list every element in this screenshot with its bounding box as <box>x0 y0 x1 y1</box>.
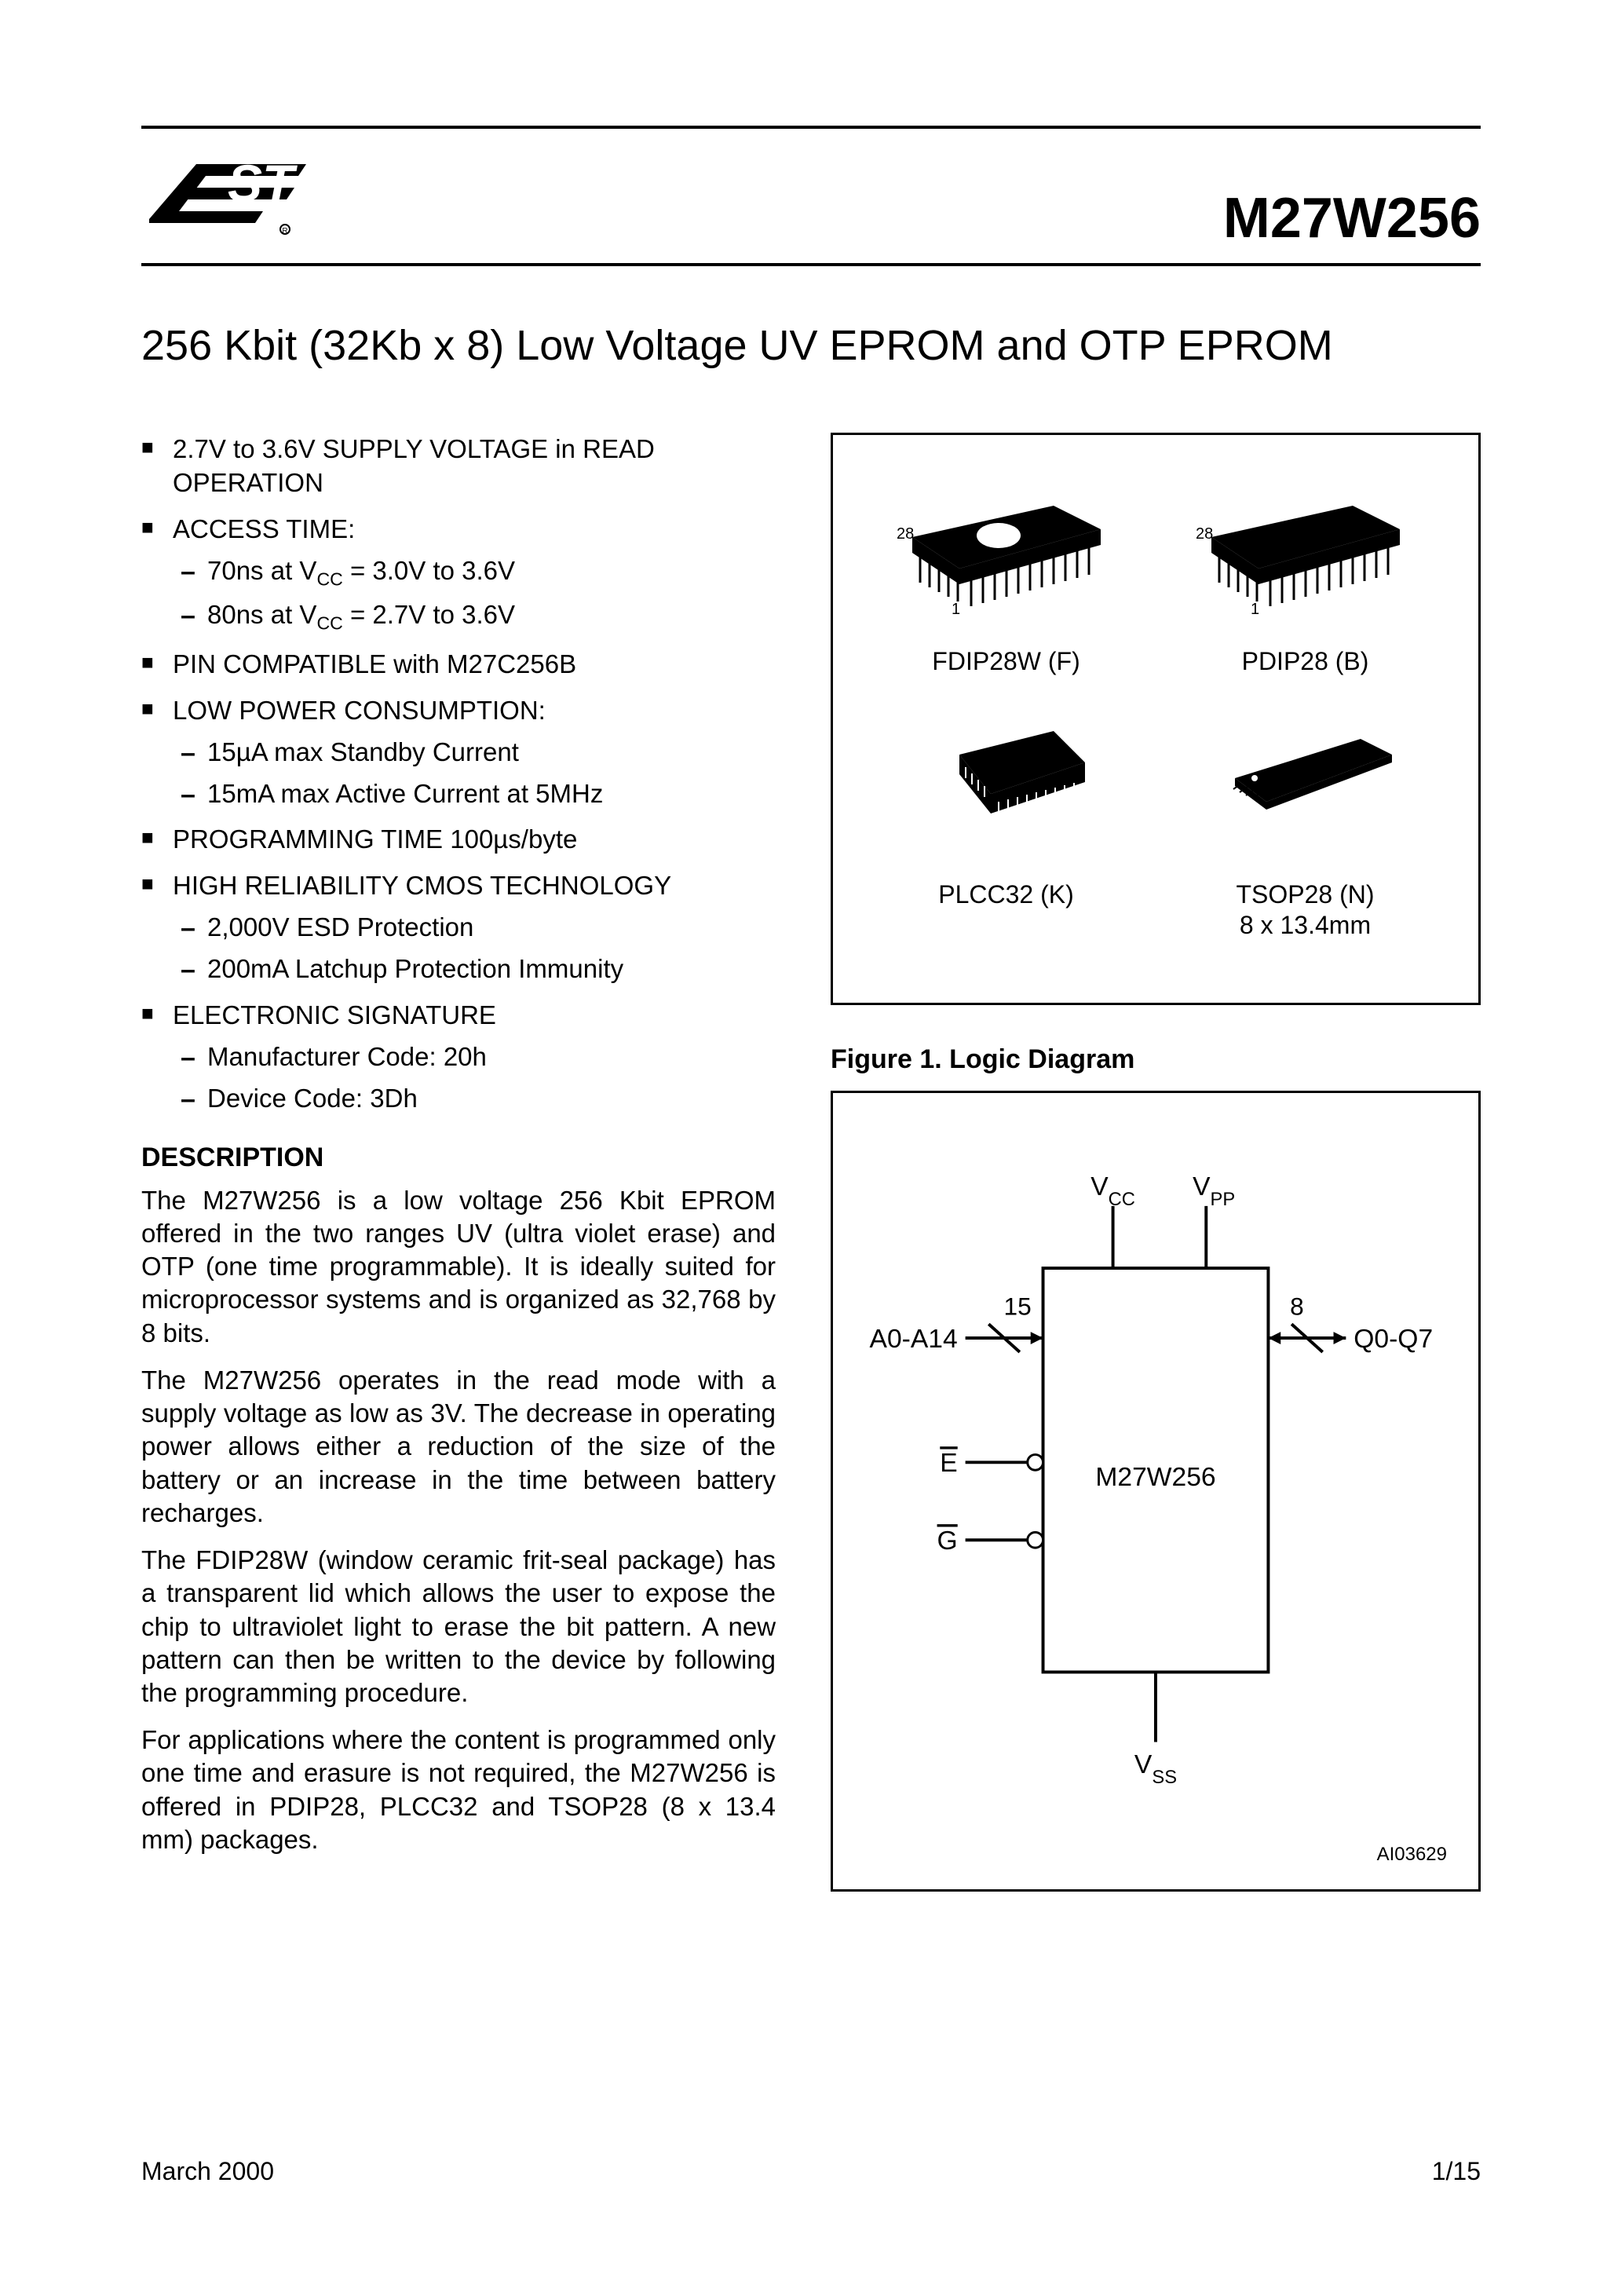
feature-subitem: 200mA Latchup Protection Immunity <box>173 952 776 986</box>
chip-dip-solid-icon: 28 1 <box>1180 474 1431 631</box>
feature-item: PIN COMPATIBLE with M27C256B <box>141 648 776 682</box>
description-paragraph: The M27W256 is a low voltage 256 Kbit EP… <box>141 1184 776 1350</box>
data-label: Q0-Q7 <box>1353 1325 1433 1354</box>
feature-text: ELECTRONIC SIGNATURE <box>173 1000 496 1029</box>
package-label: FDIP28W (F) <box>857 646 1156 676</box>
data-width: 8 <box>1290 1292 1304 1321</box>
pin-label: 1 <box>952 601 960 618</box>
g-label: G <box>937 1526 958 1556</box>
vpp-label: VPP <box>1193 1172 1235 1210</box>
header-rule-top <box>141 126 1481 129</box>
feature-text: HIGH RELIABILITY CMOS TECHNOLOGY <box>173 871 671 900</box>
package-tsop28: TSOP28 (N) 8 x 13.4mm <box>1156 707 1455 940</box>
package-pdip28: 28 1 PDIP28 (B) <box>1156 474 1455 676</box>
feature-list: 2.7V to 3.6V SUPPLY VOLTAGE in READ OPER… <box>141 433 776 1116</box>
feature-text: LOW POWER CONSUMPTION: <box>173 696 546 725</box>
pin-label: 1 <box>1251 601 1259 618</box>
description-heading: DESCRIPTION <box>141 1143 776 1173</box>
page-footer: March 2000 1/15 <box>141 2157 1481 2186</box>
feature-sublist: 15µA max Standby Current 15mA max Active… <box>173 736 776 811</box>
st-logo: ST R <box>141 152 314 250</box>
feature-subitem: Manufacturer Code: 20h <box>173 1040 776 1074</box>
chip-dip-window-icon: 28 1 <box>881 474 1132 631</box>
logic-diagram-box: M27W256 VCC VPP 15 A0-A14 8 Q0-Q7 <box>831 1091 1481 1892</box>
footer-page: 1/15 <box>1432 2157 1481 2186</box>
package-label: TSOP28 (N) 8 x 13.4mm <box>1156 879 1455 940</box>
right-column: 28 1 FDIP28W (F) 2 <box>831 433 1481 1892</box>
feature-text: ACCESS TIME: <box>173 514 355 543</box>
header-rule-bottom <box>141 263 1481 266</box>
figure-caption: Figure 1. Logic Diagram <box>831 1044 1481 1075</box>
pin-label: 28 <box>1196 525 1213 543</box>
feature-item: PROGRAMMING TIME 100µs/byte <box>141 823 776 857</box>
header-row: ST R M27W256 <box>141 152 1481 263</box>
feature-subitem: 80ns at VCC = 2.7V to 3.6V <box>173 598 776 635</box>
addr-width: 15 <box>1004 1292 1032 1321</box>
package-diagram-box: 28 1 FDIP28W (F) 2 <box>831 433 1481 1005</box>
package-label: PDIP28 (B) <box>1156 646 1455 676</box>
feature-item: ELECTRONIC SIGNATURE Manufacturer Code: … <box>141 999 776 1116</box>
svg-text:ST: ST <box>228 154 298 212</box>
pin-label: 28 <box>897 525 914 543</box>
vss-label: VSS <box>1134 1750 1177 1788</box>
svg-text:R: R <box>282 227 287 236</box>
feature-subitem: Device Code: 3Dh <box>173 1082 776 1116</box>
page-title: 256 Kbit (32Kb x 8) Low Voltage UV EPROM… <box>141 321 1481 370</box>
logic-diagram: M27W256 VCC VPP 15 A0-A14 8 Q0-Q7 <box>864 1132 1447 1839</box>
part-number: M27W256 <box>1223 186 1481 250</box>
feature-text: PROGRAMMING TIME 100µs/byte <box>173 824 577 854</box>
feature-item: HIGH RELIABILITY CMOS TECHNOLOGY 2,000V … <box>141 869 776 986</box>
left-column: 2.7V to 3.6V SUPPLY VOLTAGE in READ OPER… <box>141 433 776 1892</box>
feature-subitem: 15mA max Active Current at 5MHz <box>173 777 776 811</box>
figure-reference: AI03629 <box>1377 1844 1447 1866</box>
feature-item: LOW POWER CONSUMPTION: 15µA max Standby … <box>141 694 776 811</box>
chip-name: M27W256 <box>1095 1463 1215 1492</box>
addr-label: A0-A14 <box>870 1325 958 1354</box>
description-paragraph: The M27W256 operates in the read mode wi… <box>141 1364 776 1530</box>
feature-item: ACCESS TIME: 70ns at VCC = 3.0V to 3.6V … <box>141 513 776 635</box>
feature-subitem: 70ns at VCC = 3.0V to 3.6V <box>173 554 776 591</box>
description-paragraph: For applications where the content is pr… <box>141 1724 776 1856</box>
feature-subitem: 15µA max Standby Current <box>173 736 776 770</box>
vcc-label: VCC <box>1090 1172 1135 1210</box>
feature-sublist: 2,000V ESD Protection 200mA Latchup Prot… <box>173 911 776 986</box>
package-row: PLCC32 (K) TSOP28 (N) 8 x 13.4mm <box>857 707 1455 940</box>
feature-subitem: 2,000V ESD Protection <box>173 911 776 945</box>
footer-date: March 2000 <box>141 2157 274 2186</box>
e-label: E <box>940 1449 957 1478</box>
feature-sublist: 70ns at VCC = 3.0V to 3.6V 80ns at VCC =… <box>173 554 776 635</box>
description-paragraph: The FDIP28W (window ceramic frit-seal pa… <box>141 1544 776 1709</box>
feature-text: PIN COMPATIBLE with M27C256B <box>173 649 576 678</box>
chip-tsop-icon <box>1180 707 1431 865</box>
feature-sublist: Manufacturer Code: 20h Device Code: 3Dh <box>173 1040 776 1116</box>
package-fdip28w: 28 1 FDIP28W (F) <box>857 474 1156 676</box>
chip-plcc-icon <box>881 707 1132 865</box>
two-column-layout: 2.7V to 3.6V SUPPLY VOLTAGE in READ OPER… <box>141 433 1481 1892</box>
feature-text: 2.7V to 3.6V SUPPLY VOLTAGE in READ OPER… <box>173 434 655 497</box>
package-label: PLCC32 (K) <box>857 879 1156 909</box>
package-plcc32: PLCC32 (K) <box>857 707 1156 940</box>
package-row: 28 1 FDIP28W (F) 2 <box>857 474 1455 676</box>
feature-item: 2.7V to 3.6V SUPPLY VOLTAGE in READ OPER… <box>141 433 776 500</box>
